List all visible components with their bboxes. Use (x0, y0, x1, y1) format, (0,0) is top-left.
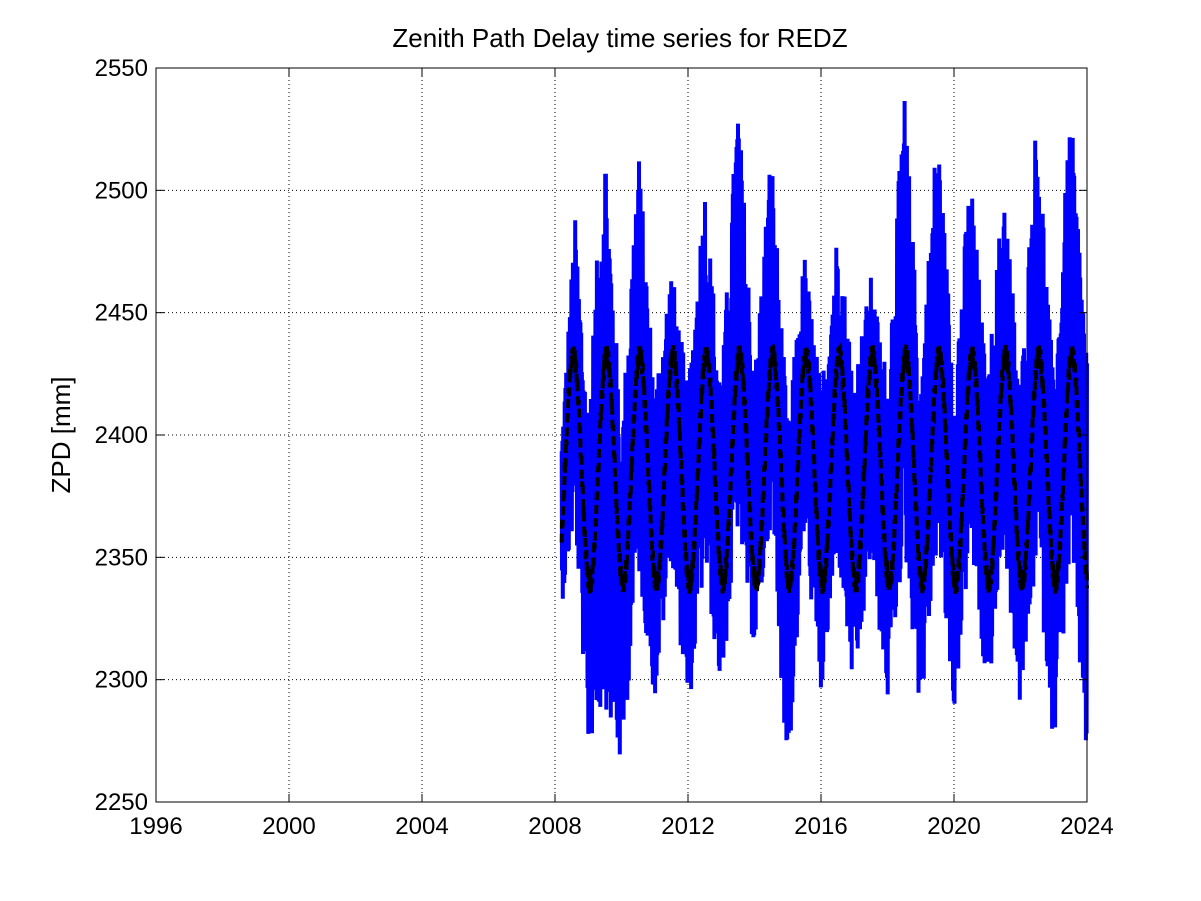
x-tick-label: 1996 (129, 813, 182, 840)
axis-ticks (155, 67, 1088, 803)
y-tick-label: 2550 (95, 55, 148, 82)
y-axis-label: ZPD [mm] (46, 377, 76, 494)
x-tick-label: 2024 (1060, 813, 1113, 840)
x-tick-label: 2008 (528, 813, 581, 840)
y-tick-label: 2450 (95, 300, 148, 327)
x-tick-label: 2004 (395, 813, 448, 840)
y-tick-label: 2300 (95, 667, 148, 694)
x-tick-label: 2012 (661, 813, 714, 840)
x-tick-labels: 1996 2000 2004 2008 2012 2016 2020 2024 (129, 813, 1113, 840)
y-tick-label: 2400 (95, 422, 148, 449)
zpd-model-series (559, 341, 1089, 596)
x-tick-label: 2016 (794, 813, 847, 840)
x-tick-label: 2020 (927, 813, 980, 840)
zpd-observed-series (559, 100, 1089, 755)
chart-title: Zenith Path Delay time series for REDZ (392, 23, 847, 53)
y-tick-label: 2500 (95, 177, 148, 204)
x-tick-label: 2000 (262, 813, 315, 840)
y-tick-labels: 2250 2300 2350 2400 2450 2500 2550 (95, 55, 148, 816)
y-tick-label: 2250 (95, 789, 148, 816)
model-line (559, 341, 1089, 596)
observed-line (559, 100, 1089, 755)
y-tick-label: 2350 (95, 544, 148, 571)
